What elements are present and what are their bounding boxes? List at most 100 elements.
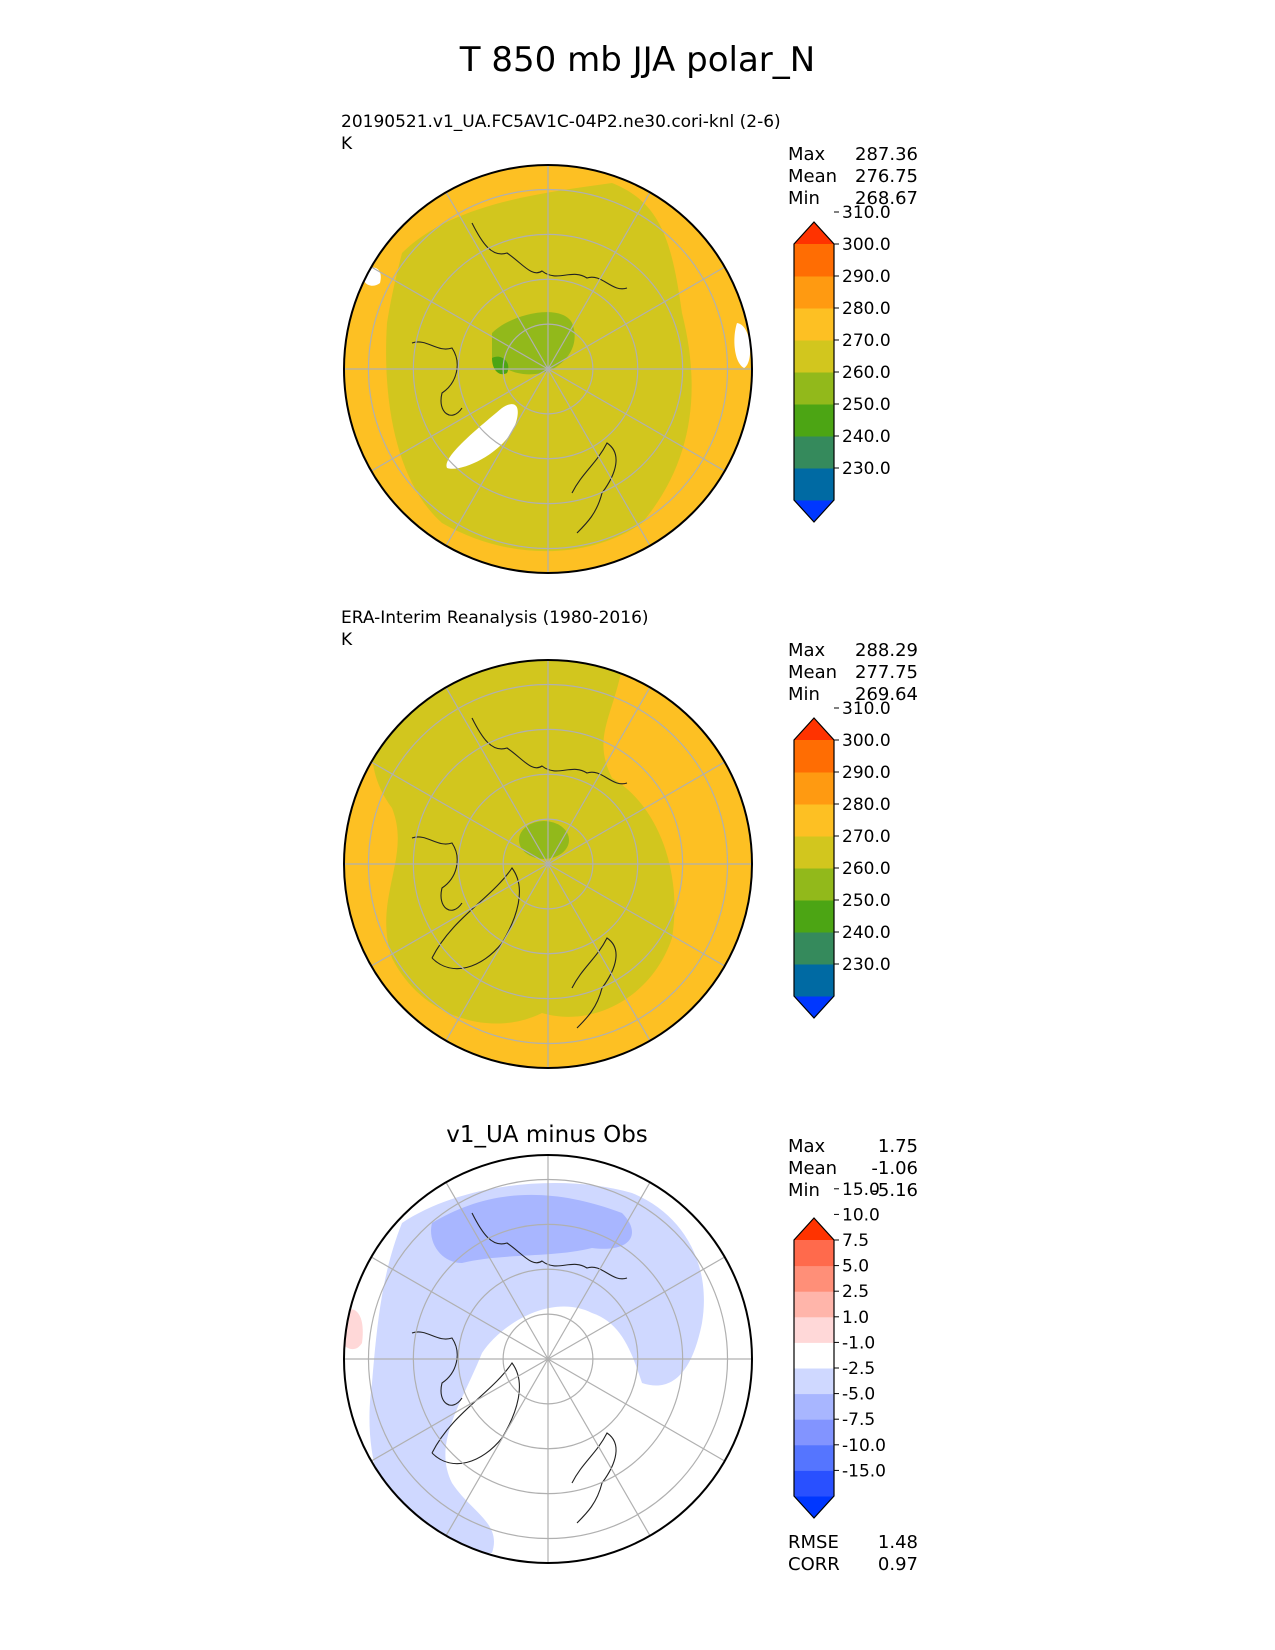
panel2-meridian-line: [547, 863, 725, 967]
panel1-missing-greenland: [446, 404, 518, 469]
panel1-min-label: Min: [788, 188, 820, 209]
panel2-colorbar-extend-max: [794, 718, 834, 740]
panel3-colorbar-tick-label: 2.5: [842, 1282, 869, 1302]
panel2-colorbar-tick-label: 260.0: [842, 859, 891, 879]
panel1-colorbar-segment: [794, 436, 834, 469]
panel2-colorbar-segment: [794, 964, 834, 997]
panel2-colorbar-segment: [794, 932, 834, 965]
panel2-min-value: 269.64: [855, 684, 918, 705]
panel2-max-value: 288.29: [855, 640, 918, 661]
panel3-colorbar-tick-label: -15.0: [842, 1461, 886, 1481]
panel2-mean-label: Mean: [788, 662, 838, 683]
panel1-colorbar-extend-max: [794, 222, 834, 244]
panel1-colorbar-tick-label: 310.0: [842, 203, 891, 223]
panel3-colorbar-tick-label: 7.5: [842, 1231, 869, 1251]
panel2-coastline-eurasia: [471, 717, 628, 785]
rmse-label: RMSE: [788, 1532, 839, 1553]
panel1-colorbar-tick-label: 300.0: [842, 235, 891, 255]
rmse-value: 1.48: [877, 1532, 918, 1553]
panel2-colorbar-tick-label: 240.0: [842, 923, 891, 943]
panel3-field-cold: [431, 1194, 632, 1263]
panel1-colorbar-tick-label: 280.0: [842, 299, 891, 319]
panel3-coastline-europe: [571, 1432, 617, 1524]
panel2-meridian-line: [445, 863, 549, 1041]
panel3-colorbar-segment: [794, 1368, 834, 1395]
panel3-colorbar-segment: [794, 1240, 834, 1267]
panel1-units: K: [341, 134, 353, 154]
corr-value: 0.97: [877, 1554, 918, 1575]
panel3-colorbar-segment: [794, 1291, 834, 1318]
panel3-colorbar-segment: [794, 1470, 834, 1497]
panel3-colorbar-tick-label: 5.0: [842, 1257, 869, 1277]
panel3-coastline-canada: [411, 1331, 463, 1406]
panel2-coastline-greenland: [431, 867, 520, 970]
panel3-colorbar-segment: [794, 1265, 834, 1292]
panel2-colorbar-tick-label: 230.0: [842, 955, 891, 975]
panel3-colorbar-segment: [794, 1316, 834, 1343]
panel2-colorbar-outline: [793, 717, 835, 1019]
panel2-meridian-line: [371, 863, 549, 967]
panel2-graticule: [344, 660, 752, 1068]
panel1-colorbar-segment: [794, 276, 834, 309]
panel2-max-label: Max: [788, 640, 826, 661]
panel1-meridian-line: [547, 368, 725, 472]
panel1-meridian-line: [547, 368, 651, 546]
panel2-colorbar-segment: [794, 900, 834, 933]
panel1-colorbar-outline: [793, 221, 835, 523]
panel2-map: [343, 659, 753, 1069]
panel1-coastline-europe: [571, 442, 617, 534]
panel3-max-value: 1.75: [877, 1136, 918, 1157]
panel3-meridian-line: [371, 1256, 549, 1360]
panel3-colorbar-extend-max: [794, 1218, 834, 1240]
panel3-colorbar-segment: [794, 1444, 834, 1471]
panel2-coastline-europe: [571, 937, 617, 1029]
panel2-colorbar-tick-label: 310.0: [842, 699, 891, 719]
panel1-colorbar-tick-label: 250.0: [842, 395, 891, 415]
panel2-colorbar-tick-label: 280.0: [842, 795, 891, 815]
panel1-colorbar-segment: [794, 244, 834, 277]
panel3-meridian-line: [445, 1358, 549, 1536]
panel3-coastline-eurasia: [471, 1212, 628, 1280]
panel2-stats: Max 288.29 Mean 277.75 Min 269.64: [788, 640, 918, 706]
panel3-meridian-line: [547, 1358, 651, 1536]
panel2-meridian-line: [547, 761, 725, 865]
panel2-min-label: Min: [788, 684, 820, 705]
panel3-colorbar-segment: [794, 1342, 834, 1369]
panel1-stats: Max 287.36 Mean 276.75 Min 268.67: [788, 144, 918, 210]
panel1-colorbar-tick-label: 270.0: [842, 331, 891, 351]
panel1-meridian-line: [371, 266, 549, 370]
panel1-map: [343, 164, 753, 574]
panel2-colorbar-tick-label: 250.0: [842, 891, 891, 911]
panel2-meridian-line: [547, 863, 651, 1041]
panel2-coastline-canada: [411, 836, 463, 911]
panel2-title: ERA-Interim Reanalysis (1980-2016): [341, 608, 649, 628]
panel3-meridian-line: [547, 1182, 651, 1360]
panel1-title: 20190521.v1_UA.FC5AV1C-04P2.ne30.cori-kn…: [341, 112, 781, 132]
panel1-map-border: [343, 164, 753, 574]
panel3-colorbar-tick-label: 15.0: [842, 1180, 880, 1200]
panel3-colorbar-tick-label: 10.0: [842, 1205, 880, 1225]
panel3-colorbar-tick-label: -7.5: [842, 1410, 875, 1430]
panel3-meridian-line: [547, 1358, 725, 1462]
panel1-colorbar-tick-label: 290.0: [842, 267, 891, 287]
panel2-meridian-line: [371, 761, 549, 865]
panel1-colorbar-tick-label: 260.0: [842, 363, 891, 383]
panel1-meridian-line: [547, 266, 725, 370]
panel1-colorbar-extend-min: [794, 500, 834, 522]
panel1-meridian-line: [445, 192, 549, 370]
panel1-colorbar: 230.0 240.0 250.0 260.0 270.0 280.0 290.0 300.0…: [793, 203, 891, 523]
panel3-map-border: [343, 1154, 753, 1564]
panel3-colorbar-segment: [794, 1419, 834, 1446]
panel1-colorbar-segment: [794, 404, 834, 437]
panel1-colorbar-segment: [794, 308, 834, 341]
panel3-stats: Max 1.75 Mean -1.06 Min -5.16: [788, 1136, 918, 1202]
panel1-graticule: [344, 165, 752, 573]
panel3-colorbar-segment: [794, 1393, 834, 1420]
panel2-colorbar-tick-label: 270.0: [842, 827, 891, 847]
panel2-colorbar-segment: [794, 772, 834, 805]
panel2-colorbar-segment: [794, 868, 834, 901]
panel3-colorbar-tick-label: 1.0: [842, 1308, 869, 1328]
panel2-colorbar-segment: [794, 804, 834, 837]
panel3-colorbar-tick-label: -1.0: [842, 1333, 875, 1353]
panel3-min-value: -5.16: [871, 1180, 918, 1201]
